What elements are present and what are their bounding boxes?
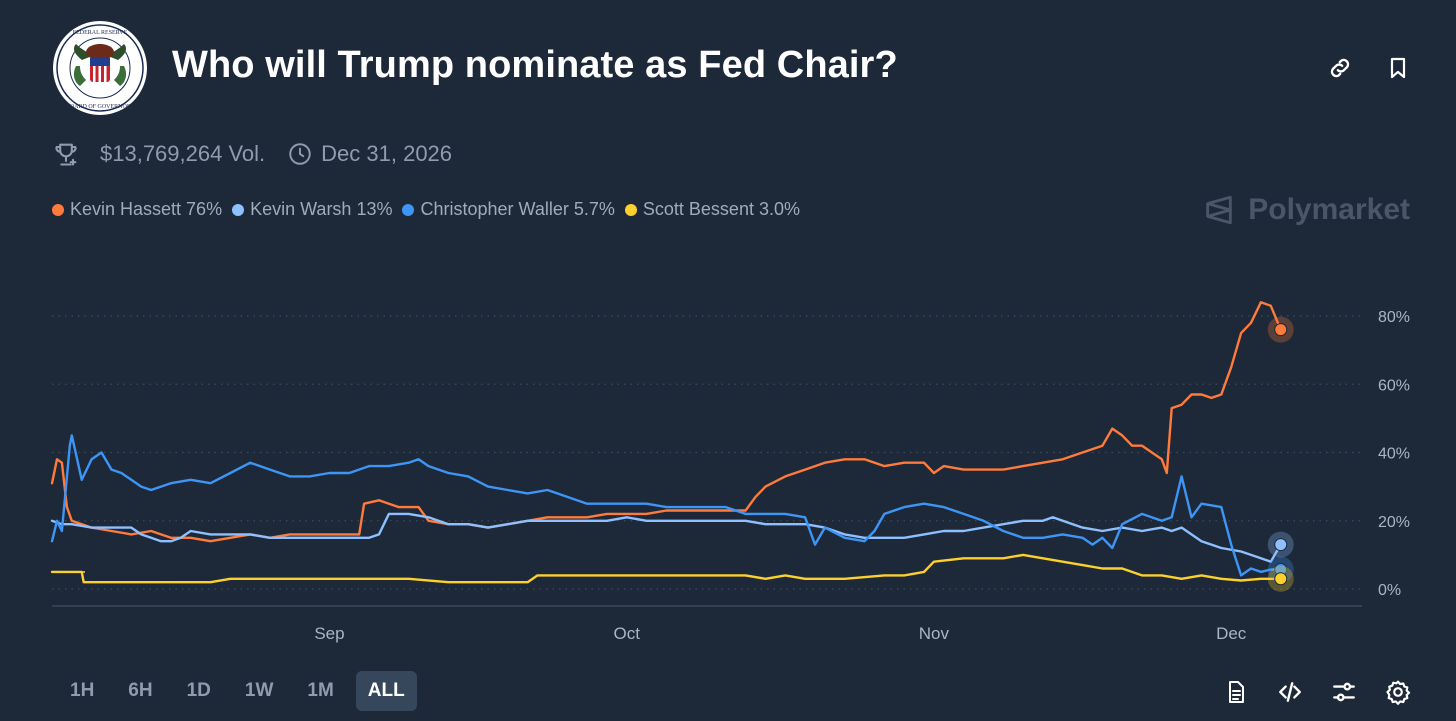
svg-text:FEDERAL RESERVE: FEDERAL RESERVE (73, 30, 128, 36)
market-meta: $13,769,264 Vol. Dec 31, 2026 (52, 140, 452, 168)
y-tick-label: 40% (1378, 446, 1410, 463)
legend-item-scott-bessent: Scott Bessent 3.0% (624, 199, 800, 220)
settings-icon[interactable] (1384, 678, 1412, 706)
range-button-all[interactable]: ALL (355, 671, 417, 711)
legend-item-christopher-waller: Christopher Waller 5.7% (402, 199, 615, 220)
series-line-kevin-warsh (50, 512, 1282, 563)
market-title: Who will Trump nominate as Fed Chair? (172, 44, 898, 86)
legend-label-waller: Christopher Waller 5.7% (420, 199, 615, 219)
y-tick-label: 20% (1378, 514, 1410, 531)
range-button-6h[interactable]: 6H (128, 680, 153, 701)
series-line-kevin-hassett (50, 301, 1282, 543)
y-tick-label: 80% (1378, 309, 1410, 326)
y-tick-label: 0% (1378, 582, 1401, 599)
legend-item-kevin-hassett: Kevin Hassett 76% (52, 199, 222, 220)
legend-dot-bessent (624, 203, 637, 216)
series-line-christopher-waller (50, 434, 1282, 577)
x-tick-label: Sep (314, 624, 344, 643)
brand-name: Polymarket (1248, 193, 1410, 226)
end-date-stat: Dec 31, 2026 (287, 141, 452, 167)
bookmark-icon[interactable] (1384, 54, 1412, 82)
endpoint-dot-kevin-hassett[interactable] (1274, 323, 1288, 337)
link-icon[interactable] (1326, 54, 1354, 82)
legend-dot-warsh (232, 203, 245, 216)
sliders-icon[interactable] (1330, 678, 1358, 706)
legend-label-warsh: Kevin Warsh 13% (250, 199, 393, 219)
range-button-1w[interactable]: 1W (244, 680, 274, 701)
range-button-1m[interactable]: 1M (307, 680, 334, 701)
y-tick-label: 60% (1378, 377, 1410, 394)
end-date-value: Dec 31, 2026 (321, 141, 453, 166)
polymarket-watermark: Polymarket (1202, 193, 1410, 227)
legend-item-kevin-warsh: Kevin Warsh 13% (232, 199, 392, 220)
legend-label-bessent: Scott Bessent 3.0% (642, 199, 800, 219)
endpoint-dot-scott-bessent[interactable] (1274, 572, 1288, 586)
svg-text:BOARD OF GOVERNORS: BOARD OF GOVERNORS (66, 104, 134, 110)
federal-reserve-seal-logo: FEDERAL RESERVE BOARD OF GOVERNORS (53, 21, 147, 115)
legend-dot-waller (402, 203, 415, 216)
x-tick-label: Oct (614, 624, 641, 643)
legend-label-hassett: Kevin Hassett 76% (70, 199, 223, 219)
chart-tools (1222, 678, 1412, 706)
legend-dot-hassett (52, 203, 64, 216)
series-line-scott-bessent (50, 553, 1282, 584)
volume-value: $13,769,264 Vol. (100, 141, 266, 166)
embed-code-icon[interactable] (1276, 678, 1304, 706)
volume-stat: $13,769,264 Vol. (52, 140, 265, 168)
document-icon[interactable] (1222, 678, 1250, 706)
polymarket-logo-icon (1206, 195, 1232, 225)
time-range-selector: 1H 6H 1D 1W 1M ALL (58, 671, 427, 711)
range-button-1d[interactable]: 1D (186, 680, 211, 701)
endpoint-dot-kevin-warsh[interactable] (1274, 538, 1288, 552)
chart-legend: Kevin Hassett 76% Kevin Warsh 13% Christ… (52, 199, 810, 220)
x-tick-label: Nov (919, 624, 950, 643)
top-actions (1326, 54, 1412, 82)
clock-icon (289, 143, 311, 165)
range-button-1h[interactable]: 1H (70, 680, 95, 701)
x-tick-label: Dec (1216, 624, 1247, 643)
trophy-icon (55, 143, 77, 166)
